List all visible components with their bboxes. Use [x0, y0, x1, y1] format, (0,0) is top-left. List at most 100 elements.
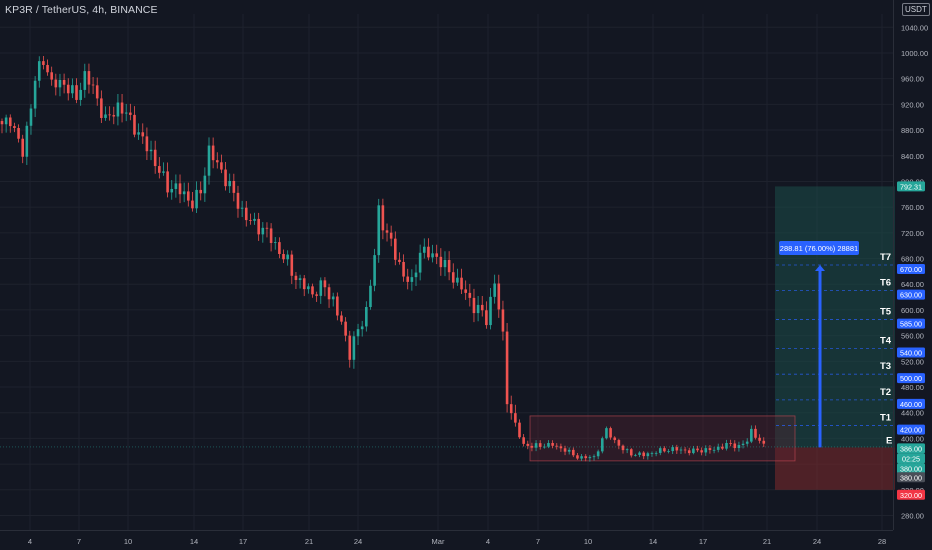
candle-body — [336, 296, 339, 316]
candle-body — [733, 443, 737, 449]
target-price-badge-bg — [897, 289, 925, 300]
candle — [8, 114, 12, 133]
candle — [410, 269, 414, 291]
candle — [625, 448, 629, 454]
price-tick-label: 960.00 — [901, 75, 924, 84]
candle — [497, 274, 501, 318]
candle — [120, 93, 124, 123]
candle-body — [145, 136, 149, 152]
candle-body — [108, 114, 111, 116]
candle — [29, 104, 33, 135]
candle — [286, 250, 289, 266]
candle-body — [700, 450, 703, 453]
candle — [638, 451, 641, 458]
candle-body — [17, 127, 20, 139]
target-price-badge: 670.00 — [897, 263, 925, 274]
candle-body — [551, 443, 554, 446]
candle-body — [572, 449, 575, 456]
candle — [137, 123, 140, 140]
candle-body — [385, 230, 389, 233]
candle-body — [46, 64, 49, 73]
candle-body — [588, 457, 592, 459]
candle — [232, 173, 236, 202]
candle — [166, 162, 169, 198]
candle — [162, 162, 165, 176]
candle-body — [79, 89, 82, 100]
candle-body — [4, 117, 8, 125]
candle-body — [451, 272, 455, 283]
candle-body — [191, 200, 194, 209]
candle — [211, 137, 215, 169]
candle — [369, 279, 372, 310]
target-price-badge-text: 630.00 — [900, 291, 922, 300]
price-tick-label: 720.00 — [901, 229, 924, 238]
candle — [315, 291, 318, 302]
candle-body — [37, 61, 41, 81]
candle — [265, 222, 269, 238]
candle — [509, 395, 513, 420]
candle-body — [50, 72, 53, 80]
candle-body — [170, 188, 174, 193]
measure-label-box — [779, 240, 859, 255]
candle — [754, 425, 757, 440]
candle — [348, 330, 352, 368]
candle — [282, 249, 285, 264]
candle — [269, 223, 273, 252]
candle-body — [344, 321, 347, 336]
candle — [141, 123, 145, 144]
candle — [178, 174, 182, 204]
candle-body — [559, 446, 563, 449]
candle — [182, 182, 186, 203]
candle-body — [679, 449, 683, 451]
time-tick-label: 7 — [536, 537, 540, 546]
candle — [79, 82, 82, 106]
measure-label-text: 288.81 (76.00%) 28881 — [780, 244, 858, 253]
price-axis: 1040.001000.00960.00920.00880.00840.0080… — [893, 0, 928, 530]
candle-body — [464, 289, 467, 293]
time-tick-label: Mar — [432, 537, 445, 546]
candle — [360, 320, 364, 337]
candle-body — [667, 451, 670, 452]
bid-price-badge-bg — [897, 463, 925, 474]
candle-body — [621, 445, 625, 451]
candle — [124, 103, 128, 122]
candle-body — [762, 440, 766, 444]
target-levels: T1 T2 T3 T4 T5 T6 T7 E — [776, 252, 893, 446]
candle-body — [315, 294, 318, 296]
candle — [745, 438, 749, 447]
candle-body — [331, 296, 335, 300]
price-tick-label: 920.00 — [901, 100, 924, 109]
candle — [750, 425, 753, 444]
time-tick-label: 28 — [878, 537, 886, 546]
candle-body — [613, 437, 617, 441]
candle-body — [174, 183, 178, 189]
price-tick-label: 280.00 — [901, 512, 924, 521]
candle — [236, 185, 240, 218]
time-tick-label: 17 — [699, 537, 707, 546]
candle — [667, 449, 670, 454]
candle — [526, 440, 530, 450]
candle — [340, 311, 343, 325]
candle-body — [555, 445, 559, 447]
currency-button[interactable]: USDT — [902, 3, 930, 16]
candle — [327, 283, 331, 308]
target-price-badge-text: 670.00 — [900, 265, 922, 274]
candle — [244, 201, 248, 227]
candle-body — [497, 283, 501, 310]
candle — [476, 295, 480, 322]
candle — [580, 454, 583, 461]
candle — [613, 436, 617, 444]
candle-body — [269, 228, 273, 243]
candle-body — [547, 443, 550, 447]
candle — [50, 66, 53, 86]
candle — [522, 434, 525, 447]
candle — [733, 440, 737, 452]
candle — [712, 446, 716, 454]
candle — [257, 212, 260, 241]
candle-body — [584, 456, 588, 459]
candle — [290, 250, 294, 284]
candle — [629, 448, 633, 458]
candle — [207, 137, 211, 185]
candle-body — [207, 145, 211, 176]
